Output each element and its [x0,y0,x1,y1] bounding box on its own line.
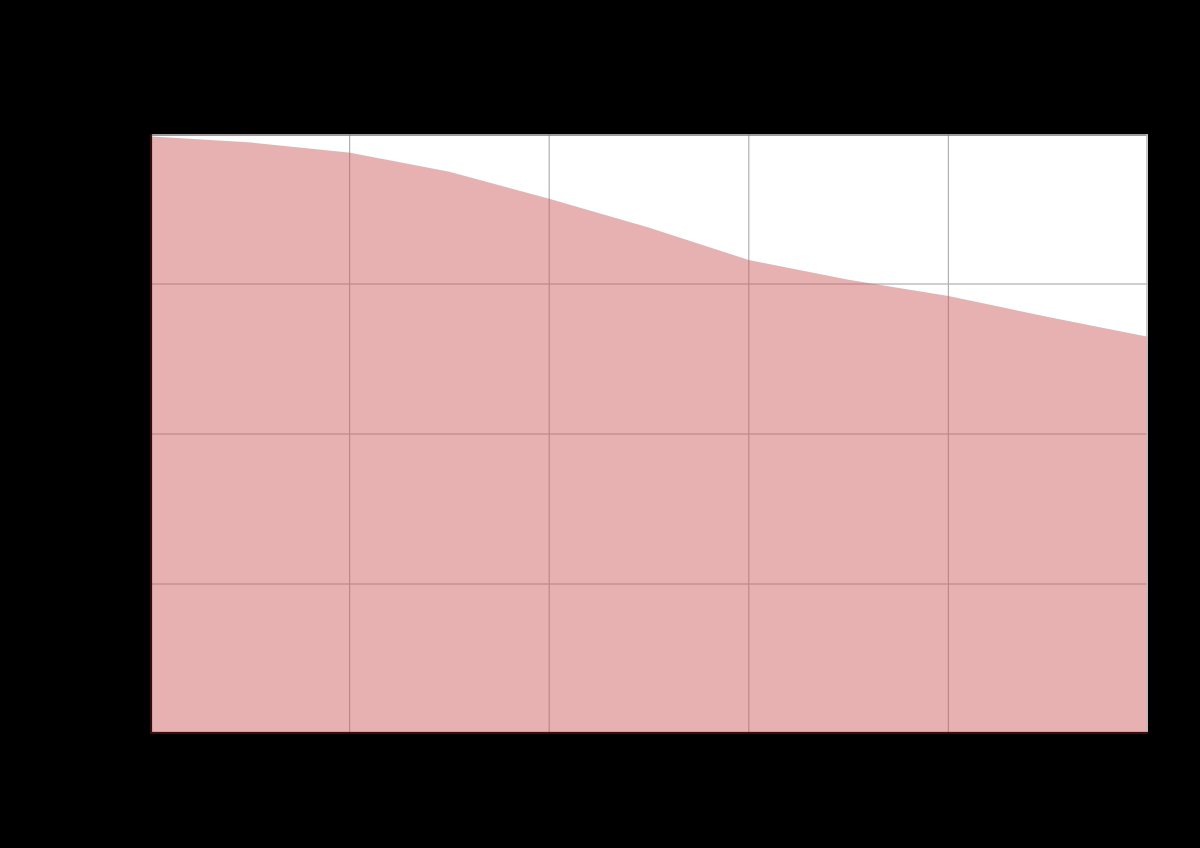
area-series [150,136,1148,734]
plot-area [150,134,1148,734]
gridlines [150,134,1148,734]
area-chart [150,134,1148,734]
axes-spines [150,134,1148,734]
